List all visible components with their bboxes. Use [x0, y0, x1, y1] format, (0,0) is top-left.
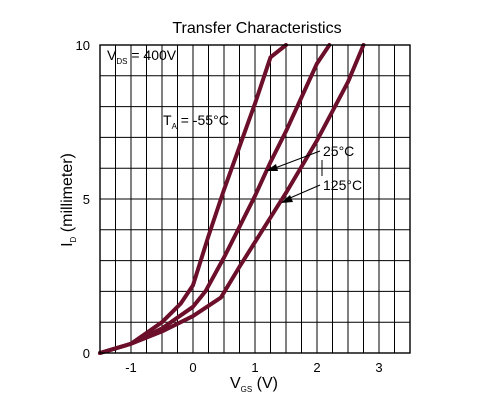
- x-tick-label: 1: [251, 360, 258, 375]
- y-tick-labels: 0 5 10: [76, 38, 90, 361]
- y-axis-title: ID (millimeter): [59, 153, 78, 247]
- series-label-minus55-sub: A: [172, 122, 178, 131]
- curve-125c: [98, 43, 366, 355]
- x-axis-title-sub: GS: [241, 385, 253, 394]
- arrow-125c-head: [281, 195, 293, 203]
- plot-frame: [99, 44, 411, 354]
- condition-label-main: V: [107, 47, 117, 63]
- curve-25c: [98, 43, 332, 355]
- series-label-125c: 125°C: [323, 177, 362, 193]
- chart-title: Transfer Characteristics: [172, 20, 341, 37]
- curve-55c: [98, 43, 288, 355]
- series-label-minus55-rest: = -55°C: [177, 112, 229, 128]
- y-axis-title-main: I: [59, 242, 76, 246]
- x-tick-label: -1: [125, 360, 137, 375]
- x-tick-labels: -1 0 1 2 3: [125, 360, 382, 375]
- x-axis-title: VGS (V): [230, 375, 278, 394]
- x-axis-title-main: V: [230, 375, 241, 392]
- series-label-minus55-main: T: [163, 112, 172, 128]
- x-tick-label: 0: [189, 360, 196, 375]
- series-label-minus55: TA = -55°C: [163, 112, 229, 131]
- y-axis-title-unit: (millimeter): [59, 153, 76, 237]
- condition-label-sub: DS: [116, 57, 127, 66]
- y-axis-title-sub: D: [69, 236, 78, 242]
- annotation-arrows: [266, 150, 323, 203]
- x-axis-title-unit: (V): [252, 375, 278, 392]
- condition-label-rest: = 400V: [127, 47, 176, 63]
- x-tick-label: 2: [313, 360, 320, 375]
- arrow-25c: [274, 150, 321, 169]
- arrow-25c-head: [266, 164, 278, 171]
- arrow-125c: [289, 184, 321, 199]
- x-tick-label: 3: [375, 360, 382, 375]
- y-tick-label: 10: [76, 38, 90, 53]
- grid: [100, 45, 410, 353]
- curves: [98, 43, 366, 355]
- series-label-25c: 25°C: [323, 143, 354, 159]
- condition-label: VDS = 400V: [107, 47, 177, 66]
- y-tick-label: 0: [83, 346, 90, 361]
- y-tick-label: 5: [83, 192, 90, 207]
